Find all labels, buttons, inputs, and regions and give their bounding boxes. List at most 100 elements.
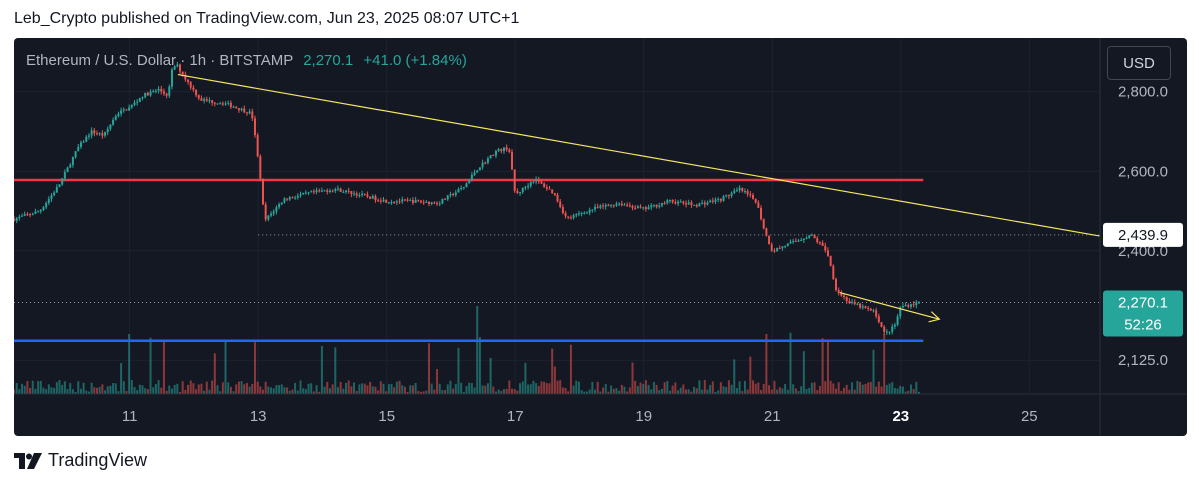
candle-body <box>307 192 310 194</box>
candle-body <box>851 301 854 303</box>
volume-bar <box>203 390 206 394</box>
candle-body <box>213 102 216 104</box>
candle-body <box>875 310 878 317</box>
volume-bar <box>703 380 706 394</box>
volume-bar <box>907 390 910 394</box>
volume-bar <box>800 386 803 394</box>
volume-bar <box>537 385 540 394</box>
candle-body <box>419 200 422 203</box>
candle-body <box>535 179 538 182</box>
volume-bar <box>781 388 784 394</box>
volume-bar <box>575 380 578 394</box>
volume-bar <box>117 391 120 394</box>
volume-bar <box>687 389 690 394</box>
volume-bar <box>438 383 441 394</box>
candle-body <box>77 146 80 152</box>
volume-bar <box>379 381 382 394</box>
candle-body <box>701 202 704 204</box>
candle-body <box>259 156 262 179</box>
volume-bar <box>197 384 200 394</box>
volume-bar <box>205 381 208 394</box>
volume-bar <box>915 381 918 394</box>
candle-body <box>304 192 307 194</box>
volume-bar <box>655 384 658 394</box>
volume-bar <box>556 380 559 394</box>
volume-bar <box>454 383 457 394</box>
volume-bar <box>152 387 155 394</box>
candle-body <box>355 193 358 196</box>
volume-bar <box>851 382 854 394</box>
volume-bar <box>251 383 254 394</box>
volume-bar <box>840 390 843 394</box>
volume-bar <box>634 380 637 394</box>
volume-bar <box>162 339 165 394</box>
candle-body <box>243 108 246 113</box>
candle-body <box>122 109 125 111</box>
volume-bar <box>730 384 733 394</box>
volume-bar <box>698 380 701 394</box>
volume-bar <box>826 339 829 394</box>
candle-body <box>706 202 709 205</box>
volume-bar <box>484 385 487 394</box>
candle-body <box>527 185 530 187</box>
candle-body <box>133 102 136 105</box>
candle-body <box>743 191 746 193</box>
candle-body <box>805 237 808 239</box>
volume-bar <box>208 389 211 394</box>
volume-bar <box>760 390 763 394</box>
candle-body <box>859 303 862 308</box>
candle-body <box>502 147 505 152</box>
volume-bar <box>524 362 527 394</box>
volume-bar <box>428 343 431 394</box>
volume-bar <box>272 388 275 394</box>
volume-bar <box>468 382 471 394</box>
price-chart[interactable]: 11 13 15 17 19 21 23 25 2,800.0 2,600.0 2,400.0 2,1… <box>14 38 1187 436</box>
volume-bar <box>345 382 348 394</box>
candle-body <box>776 248 779 252</box>
current-price-box <box>1103 290 1183 337</box>
candle-body <box>162 91 165 94</box>
volume-bar <box>727 380 730 394</box>
candle-body <box>893 324 896 327</box>
candle-body <box>687 202 690 205</box>
candle-body <box>390 201 393 203</box>
candle-body <box>655 204 658 207</box>
volume-bar <box>500 391 503 394</box>
volume-bar <box>296 390 299 394</box>
currency-button[interactable]: USD <box>1107 46 1171 80</box>
candle-body <box>470 174 473 180</box>
volume-bar <box>58 380 61 394</box>
volume-bar <box>350 386 353 394</box>
volume-bar <box>618 390 621 394</box>
candle-body <box>473 172 476 175</box>
chart-frame[interactable]: 11 13 15 17 19 21 23 25 2,800.0 2,600.0 2,400.0 2,1… <box>14 38 1187 436</box>
volume-bar <box>176 383 179 394</box>
candle-body <box>784 246 787 248</box>
volume-bar <box>682 384 685 394</box>
candle-body <box>658 205 661 207</box>
candle-body <box>26 214 29 216</box>
volume-bar <box>256 381 259 394</box>
volume-bar <box>331 384 334 394</box>
volume-bar <box>157 380 160 394</box>
candle-body <box>797 240 800 242</box>
candle-body <box>310 191 313 193</box>
candle-body <box>224 103 227 105</box>
volume-bar <box>577 381 580 394</box>
volume-bar <box>259 386 262 394</box>
candle-body <box>216 103 219 105</box>
candle-body <box>500 149 503 152</box>
candle-body <box>358 195 361 197</box>
volume-bar <box>746 389 749 394</box>
current-price-text: 2,270.1 <box>1118 294 1168 311</box>
x-tick-label-19: 19 <box>635 408 652 425</box>
candle-body <box>749 194 752 196</box>
candle-body <box>604 204 607 207</box>
volume-bar <box>719 382 722 394</box>
candle-body <box>428 201 431 204</box>
volume-bar <box>93 387 96 394</box>
candle-body <box>813 234 816 239</box>
volume-bar <box>120 363 123 394</box>
volume-bar <box>722 386 725 394</box>
candle-body <box>339 188 342 192</box>
